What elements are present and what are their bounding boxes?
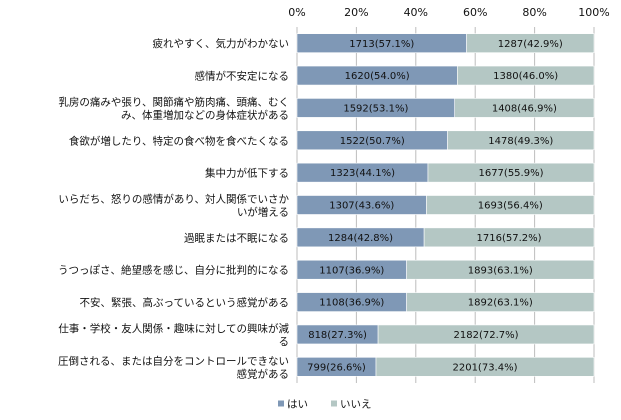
bar-no bbox=[447, 130, 595, 151]
bar-value-label: 1284(42.8%) bbox=[328, 233, 393, 244]
category-label: 感覚がある bbox=[237, 367, 290, 380]
bar-no bbox=[426, 195, 595, 215]
bar-value-label: 1892(63.1%) bbox=[468, 298, 533, 309]
bar-no bbox=[377, 324, 595, 345]
bar-no bbox=[406, 259, 595, 280]
bar-value-label: 1323(44.1%) bbox=[330, 168, 395, 179]
category-labels: 疲れやすく、気力がわかない感情が不安定になる乳房の痛みや張り、関節痛や筋肉痛、頭… bbox=[58, 37, 289, 380]
bar-no bbox=[457, 65, 595, 86]
category-label: 過眠または不眠になる bbox=[184, 232, 289, 244]
x-tick-label: 40% bbox=[404, 6, 428, 19]
bar-value-label: 1716(57.2%) bbox=[477, 233, 542, 244]
x-tick-label: 60% bbox=[463, 6, 487, 19]
bar-value-label: 1108(36.9%) bbox=[319, 298, 384, 309]
bar-no bbox=[406, 292, 595, 312]
bar-value-label: 1307(43.6%) bbox=[329, 201, 394, 212]
bar-value-label: 1380(46.0%) bbox=[493, 71, 558, 82]
x-tick-label: 100% bbox=[578, 6, 609, 19]
x-tick-label: 20% bbox=[344, 6, 368, 19]
category-label: 仕事・学校・友人関係・趣味に対しての興味が減 bbox=[58, 322, 289, 335]
x-tick-label: 80% bbox=[522, 6, 546, 19]
bar-value-label: 1478(49.3%) bbox=[488, 136, 553, 147]
bar-value-label: 818(27.3%) bbox=[308, 330, 367, 341]
bar-value-label: 1107(36.9%) bbox=[319, 265, 384, 276]
bar-value-label: 2201(73.4%) bbox=[452, 362, 517, 373]
bar-value-label: 1677(55.9%) bbox=[478, 168, 543, 179]
bar-value-label: 1287(42.9%) bbox=[498, 39, 563, 50]
legend-swatch bbox=[331, 400, 337, 407]
x-axis-ticks: 0% 20% 40% 60% 80% 100% bbox=[288, 6, 609, 19]
bar-no bbox=[375, 357, 595, 377]
bar-value-label: 1713(57.1%) bbox=[349, 39, 414, 50]
category-label: 疲れやすく、気力がわかない bbox=[153, 37, 290, 50]
category-label: 集中力が低下する bbox=[205, 167, 289, 180]
category-label: うつっぽさ、絶望感を感じ、自分に批判的になる bbox=[58, 264, 289, 277]
bar-value-label: 1592(53.1%) bbox=[343, 104, 408, 115]
bar-no bbox=[427, 162, 595, 183]
legend: はい いいえ bbox=[278, 399, 372, 411]
bar-no bbox=[423, 227, 595, 248]
bars: 1713(57.1%) 1287(42.9%) 1620(54.0%) 1380(46… bbox=[296, 33, 595, 377]
bar-no bbox=[466, 33, 595, 53]
x-tick-label: 0% bbox=[288, 6, 305, 19]
legend-swatch bbox=[278, 400, 284, 407]
bar-value-label: 1620(54.0%) bbox=[345, 71, 410, 82]
bar-value-label: 799(26.6%) bbox=[307, 362, 366, 373]
bar-value-label: 1893(63.1%) bbox=[468, 265, 533, 276]
category-label: 感情が不安定になる bbox=[195, 70, 290, 83]
category-label: 圧倒される、または自分をコントロールできない bbox=[58, 354, 289, 367]
category-label: 不安、緊張、高ぶっているという感覚がある bbox=[80, 296, 289, 309]
category-label: み、体重増加などの身体症状がある bbox=[121, 108, 289, 121]
category-label: 乳房の痛みや張り、関節痛や筋肉痛、頭痛、むく bbox=[58, 95, 289, 108]
bar-no bbox=[454, 98, 595, 118]
category-label: る bbox=[279, 336, 290, 348]
bar-value-label: 1522(50.7%) bbox=[340, 136, 405, 147]
bar-value-label: 1693(56.4%) bbox=[478, 201, 543, 212]
legend-label: はい bbox=[287, 399, 308, 411]
category-label: いが増える bbox=[237, 206, 289, 219]
bar-value-label: 1408(46.9%) bbox=[492, 104, 557, 115]
legend-label: いいえ bbox=[340, 399, 372, 411]
category-label: 食欲が増したり、特定の食べ物を食べたくなる bbox=[69, 134, 289, 147]
category-label: いらだち、怒りの感情があり、対人関係でいさか bbox=[58, 193, 289, 206]
bar-value-label: 2182(72.7%) bbox=[454, 330, 519, 341]
